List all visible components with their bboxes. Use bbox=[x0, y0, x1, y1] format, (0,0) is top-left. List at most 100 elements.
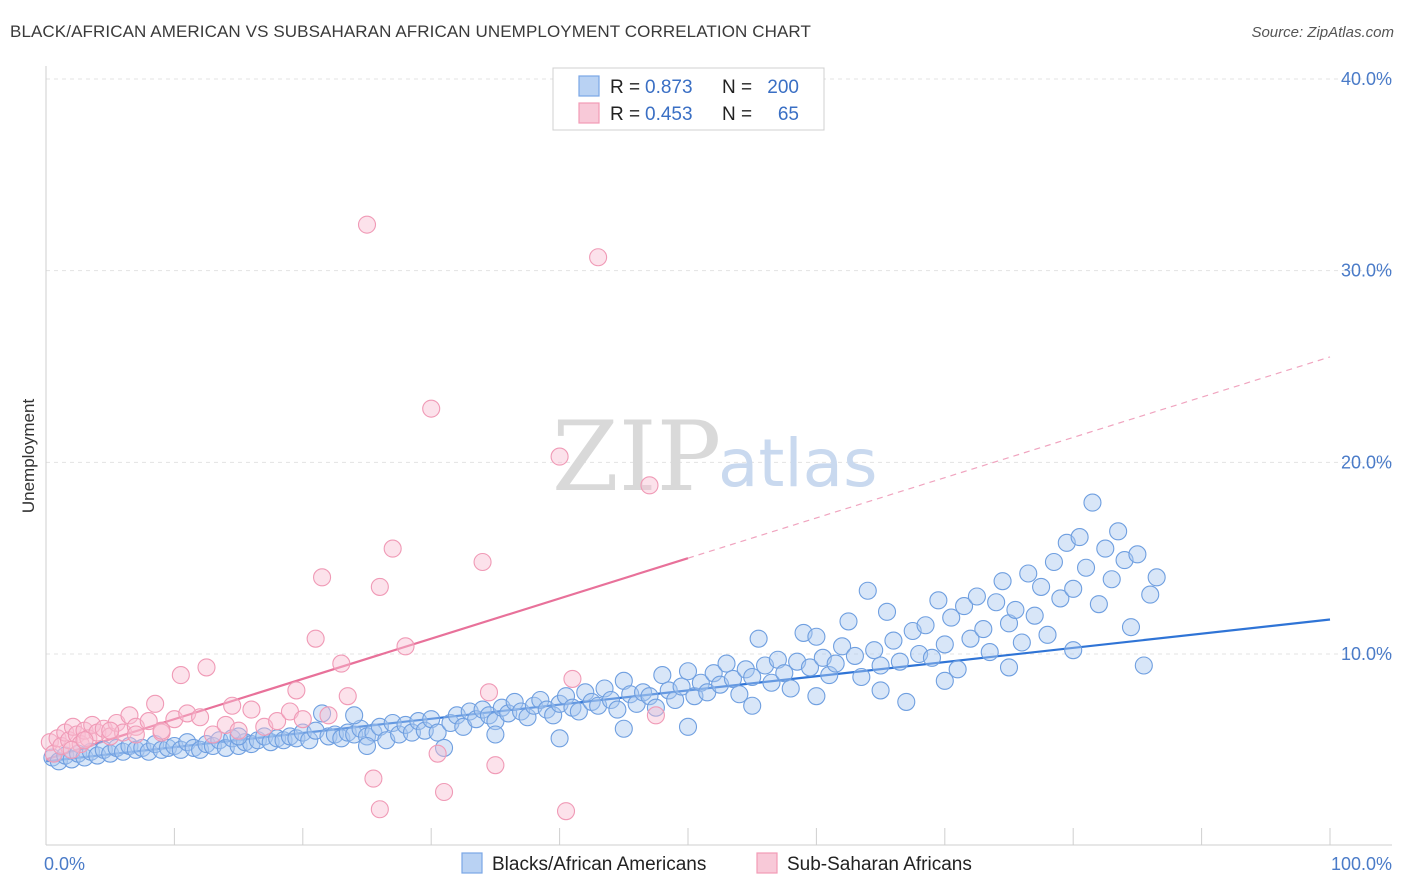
point-blacks-140 bbox=[942, 608, 961, 627]
point-blacks-93 bbox=[640, 687, 659, 706]
point-blacks-131 bbox=[884, 631, 903, 650]
point-blacks-87 bbox=[601, 690, 621, 710]
point-blacks-148 bbox=[993, 572, 1012, 591]
point-blacks-164 bbox=[1096, 539, 1115, 558]
legend-swatch-blue bbox=[578, 75, 600, 97]
watermark: ZIP atlas bbox=[552, 401, 878, 513]
point-blacks-118 bbox=[800, 658, 820, 677]
legend-n-value-1: 200 bbox=[767, 77, 799, 98]
point-subsaharan-46 bbox=[383, 539, 402, 558]
point-blacks-119 bbox=[807, 627, 826, 646]
x-tick-labels: 0.0% 100.0% bbox=[44, 854, 1392, 874]
point-blacks-74 bbox=[518, 708, 537, 727]
series-subsaharan-points bbox=[40, 215, 665, 821]
point-blacks-86 bbox=[595, 679, 614, 698]
point-blacks-99 bbox=[678, 662, 698, 681]
point-blacks-176 bbox=[614, 719, 633, 738]
point-blacks-174 bbox=[357, 736, 377, 756]
source-credit: Source: ZipAtlas.com bbox=[1251, 24, 1394, 41]
point-blacks-72 bbox=[505, 692, 524, 711]
point-subsaharan-1 bbox=[44, 744, 63, 763]
watermark-atlas: atlas bbox=[718, 425, 878, 502]
point-subsaharan-42 bbox=[357, 215, 377, 234]
point-blacks-95 bbox=[653, 666, 672, 685]
point-blacks-171 bbox=[1141, 585, 1160, 604]
point-subsaharan-23 bbox=[171, 666, 190, 685]
bottom-legend-swatch-pink bbox=[756, 852, 778, 874]
point-subsaharan-56 bbox=[563, 669, 582, 688]
point-blacks-173 bbox=[229, 727, 248, 746]
y-tick-label-10: 10.0% bbox=[1341, 644, 1392, 664]
point-blacks-42 bbox=[313, 704, 332, 723]
point-blacks-76 bbox=[531, 690, 550, 710]
point-subsaharan-57 bbox=[589, 248, 608, 267]
point-blacks-132 bbox=[890, 652, 909, 671]
y-tick-label-40: 40.0% bbox=[1341, 69, 1392, 89]
point-blacks-143 bbox=[961, 629, 980, 648]
point-blacks-122 bbox=[826, 654, 845, 673]
point-blacks-121 bbox=[820, 666, 839, 685]
point-subsaharan-54 bbox=[550, 447, 569, 466]
point-blacks-175 bbox=[486, 725, 505, 744]
trend-line-subsaharan-dashed bbox=[687, 356, 1331, 559]
point-subsaharan-36 bbox=[293, 710, 312, 729]
point-blacks-130 bbox=[877, 602, 897, 621]
point-subsaharan-25 bbox=[191, 708, 210, 727]
point-blacks-181 bbox=[550, 729, 569, 748]
point-subsaharan-31 bbox=[242, 700, 261, 719]
point-blacks-128 bbox=[865, 641, 884, 660]
point-blacks-184 bbox=[935, 671, 954, 690]
point-blacks-169 bbox=[1128, 545, 1147, 564]
point-blacks-152 bbox=[1019, 564, 1038, 583]
point-blacks-150 bbox=[1006, 600, 1025, 619]
point-subsaharan-20 bbox=[146, 694, 165, 713]
point-subsaharan-26 bbox=[197, 658, 216, 677]
point-blacks-124 bbox=[839, 612, 858, 631]
point-subsaharan-62 bbox=[101, 721, 120, 740]
point-subsaharan-58 bbox=[640, 476, 659, 495]
point-blacks-82 bbox=[569, 702, 588, 721]
bottom-legend-swatch-blue bbox=[461, 852, 483, 874]
y-axis-label: Unemployment bbox=[19, 399, 38, 514]
point-blacks-165 bbox=[1102, 570, 1121, 589]
x-tick-label-max: 100.0% bbox=[1331, 854, 1392, 874]
chart-title: BLACK/AFRICAN AMERICAN VS SUBSAHARAN AFR… bbox=[10, 22, 811, 41]
point-blacks-166 bbox=[1109, 522, 1128, 541]
point-blacks-178 bbox=[871, 681, 890, 700]
legend-n-value-2: 65 bbox=[778, 104, 799, 125]
point-blacks-40 bbox=[300, 731, 319, 750]
point-blacks-129 bbox=[871, 656, 890, 675]
point-blacks-109 bbox=[743, 667, 762, 687]
point-blacks-110 bbox=[749, 629, 768, 648]
y-tick-labels: 10.0% 20.0% 30.0% 40.0% bbox=[1341, 69, 1392, 664]
x-tick-label-min: 0.0% bbox=[44, 854, 85, 874]
point-blacks-151 bbox=[1012, 633, 1031, 652]
point-subsaharan-38 bbox=[313, 568, 332, 587]
point-blacks-185 bbox=[1064, 641, 1083, 660]
point-blacks-163 bbox=[1089, 595, 1108, 614]
point-blacks-136 bbox=[916, 616, 935, 635]
point-blacks-182 bbox=[678, 717, 698, 736]
point-blacks-106 bbox=[723, 669, 742, 688]
point-blacks-146 bbox=[980, 643, 999, 662]
legend-n-label-1: N = bbox=[722, 77, 752, 98]
legend-r-label-2: R = bbox=[610, 104, 640, 125]
point-blacks-172 bbox=[1147, 568, 1166, 587]
point-blacks-101 bbox=[691, 673, 710, 692]
axes bbox=[45, 66, 1392, 846]
y-tick-label-20: 20.0% bbox=[1341, 452, 1392, 472]
point-subsaharan-60 bbox=[62, 740, 81, 759]
point-blacks-112 bbox=[762, 673, 781, 692]
point-blacks-115 bbox=[781, 679, 800, 698]
point-blacks-141 bbox=[948, 660, 967, 679]
point-subsaharan-40 bbox=[332, 654, 351, 673]
bottom-legend-label-pink: Sub-Saharan Africans bbox=[787, 854, 972, 875]
point-blacks-114 bbox=[775, 664, 794, 683]
point-blacks-160 bbox=[1070, 528, 1089, 547]
point-blacks-159 bbox=[1064, 579, 1083, 598]
point-blacks-83 bbox=[576, 683, 595, 702]
point-blacks-147 bbox=[987, 593, 1006, 612]
point-subsaharan-51 bbox=[473, 552, 492, 572]
point-subsaharan-44 bbox=[370, 800, 389, 819]
